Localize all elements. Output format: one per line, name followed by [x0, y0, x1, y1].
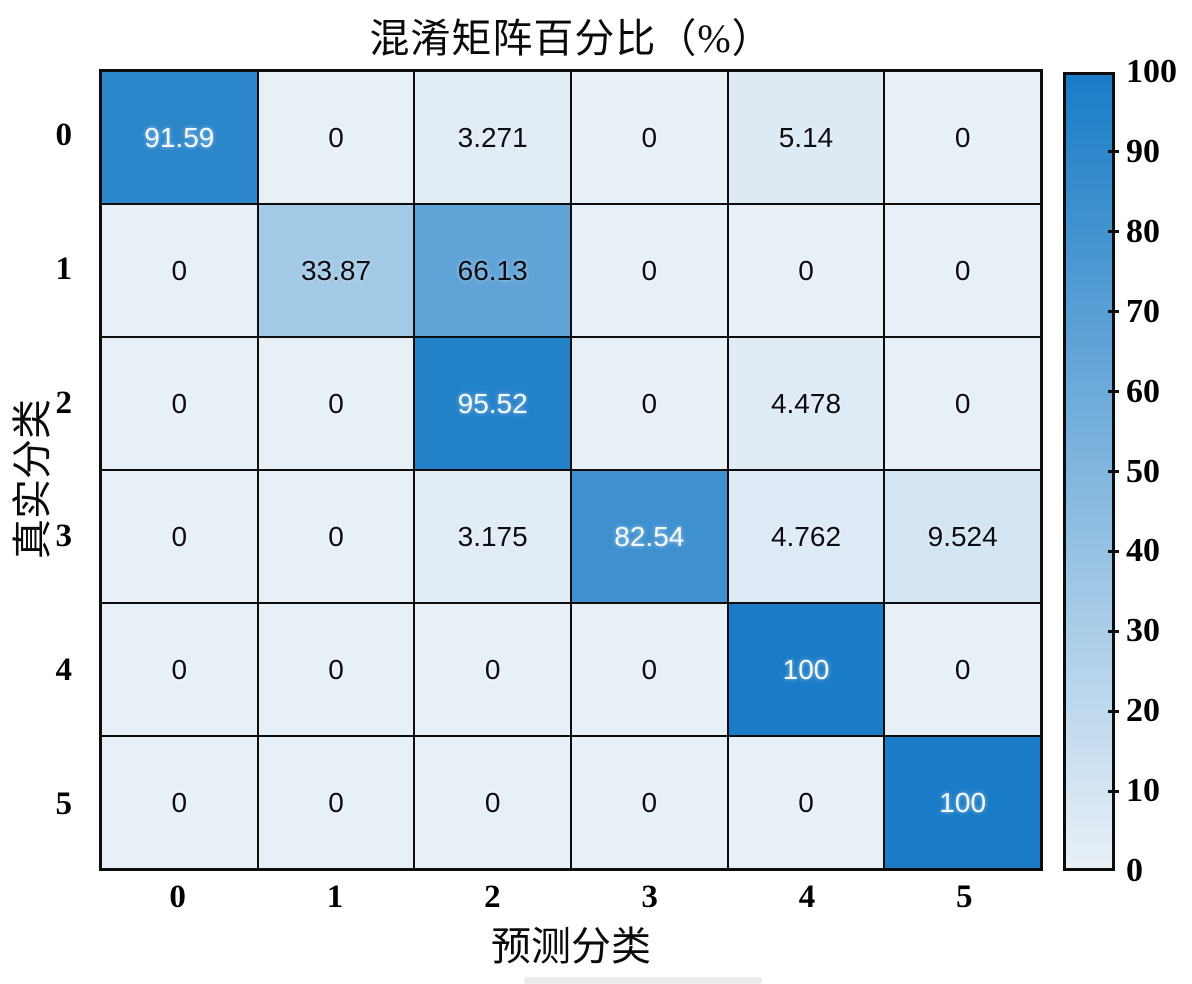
- colorbar-tick-70: [1108, 310, 1119, 314]
- colorbar-tick-label-30: 30: [1126, 612, 1160, 650]
- y-axis-tick-labels: 0 1 2 3 4 5: [0, 69, 88, 871]
- matrix-cell-r0-c2: 3.271: [415, 72, 570, 203]
- matrix-cell-r3-c4: 4.762: [728, 471, 884, 602]
- colorbar-tick-label-80: 80: [1126, 212, 1160, 250]
- colorbar-tick-label-50: 50: [1126, 452, 1160, 490]
- colorbar-tick-label-0: 0: [1126, 852, 1143, 889]
- matrix-cell-r1-c0: 0: [102, 205, 257, 336]
- matrix-cell-r4-c2: 0: [415, 604, 570, 735]
- colorbar-tick-30: [1108, 629, 1119, 633]
- matrix-cell-r1-c5: 0: [885, 205, 1040, 336]
- y-tick-label-1: 1: [55, 251, 73, 287]
- matrix-cell-r3-c5: 9.524: [885, 471, 1040, 602]
- bottom-edge-artifact: [524, 977, 762, 984]
- matrix-cell-r4-c1: 0: [258, 604, 414, 735]
- y-tick-label-4: 4: [55, 652, 73, 689]
- matrix-cell-r4-c4: 100: [728, 604, 884, 735]
- matrix-cell-r4-c0: 0: [102, 604, 257, 735]
- colorbar-tick-80: [1108, 230, 1119, 234]
- matrix-cell-r5-c0: 0: [102, 737, 257, 868]
- y-tick-label-2: 2: [55, 384, 73, 421]
- matrix-cell-r2-c3: 0: [572, 338, 727, 469]
- colorbar-tick-40: [1108, 549, 1119, 553]
- colorbar-tick-10: [1108, 789, 1119, 793]
- matrix-cell-r3-c1: 0: [258, 471, 414, 602]
- matrix-cell-r0-c4: 5.14: [728, 72, 884, 203]
- matrix-cell-r2-c1: 0: [258, 338, 414, 469]
- matrix-cell-r3-c2: 3.175: [415, 471, 570, 602]
- matrix-cell-r5-c4: 0: [728, 737, 884, 868]
- matrix-cell-r1-c2: 66.13: [415, 205, 570, 336]
- colorbar-tick-label-70: 70: [1126, 292, 1160, 330]
- colorbar-tick-label-60: 60: [1126, 372, 1160, 410]
- matrix-cell-r3-c3: 82.54: [572, 471, 727, 602]
- colorbar-tick-label-100: 100: [1126, 53, 1177, 90]
- matrix-cell-r2-c5: 0: [885, 338, 1040, 469]
- x-tick-label-4: 4: [798, 878, 816, 915]
- confusion-matrix-heatmap: 91.59 0 3.271 0 5.14 0 0 33.87 66.13 0 0 0 0 0 95.52 0 4…: [99, 69, 1043, 871]
- matrix-cell-r0-c0: 91.59: [102, 72, 257, 203]
- matrix-cell-r2-c4: 4.478: [728, 338, 884, 469]
- y-tick-label-0: 0: [55, 117, 73, 154]
- matrix-cell-r2-c2: 95.52: [415, 338, 570, 469]
- y-tick-label-3: 3: [55, 518, 73, 555]
- matrix-cell-r0-c3: 0: [572, 72, 727, 203]
- matrix-cell-r4-c5: 0: [885, 604, 1040, 735]
- matrix-cell-r5-c1: 0: [258, 737, 414, 868]
- colorbar-tick-label-20: 20: [1126, 692, 1160, 730]
- matrix-cell-r2-c0: 0: [102, 338, 257, 469]
- x-tick-label-5: 5: [956, 878, 973, 915]
- x-tick-label-3: 3: [641, 878, 658, 915]
- matrix-cell-r3-c0: 0: [102, 471, 257, 602]
- x-tick-label-1: 1: [326, 878, 344, 915]
- x-tick-label-2: 2: [484, 878, 501, 915]
- colorbar-tick-label-40: 40: [1126, 532, 1160, 570]
- matrix-cell-r5-c3: 0: [572, 737, 727, 868]
- colorbar-tick-label-10: 10: [1126, 772, 1160, 810]
- y-tick-label-5: 5: [55, 785, 73, 822]
- matrix-cell-r1-c1: 33.87: [258, 205, 414, 336]
- colorbar-tick-50: [1108, 470, 1119, 473]
- matrix-cell-r1-c4: 0: [728, 205, 884, 336]
- colorbar-tick-90: [1108, 150, 1119, 154]
- colorbar-tick-60: [1108, 390, 1119, 394]
- matrix-cell-r1-c3: 0: [572, 205, 727, 336]
- x-tick-label-0: 0: [169, 878, 186, 915]
- matrix-cell-r0-c1: 0: [258, 72, 414, 203]
- x-axis-title: 预测分类: [491, 924, 651, 969]
- matrix-cell-r0-c5: 0: [885, 72, 1040, 203]
- matrix-cell-r5-c2: 0: [415, 737, 570, 868]
- chart-title: 混淆矩阵百分比（%）: [369, 16, 773, 61]
- colorbar-tick-20: [1108, 709, 1119, 713]
- matrix-cell-r4-c3: 0: [572, 604, 727, 735]
- x-axis-tick-labels: 0 1 2 3 4 5: [99, 874, 1043, 920]
- colorbar-tick-label-90: 90: [1126, 132, 1160, 170]
- matrix-cell-r5-c5: 100: [885, 737, 1040, 868]
